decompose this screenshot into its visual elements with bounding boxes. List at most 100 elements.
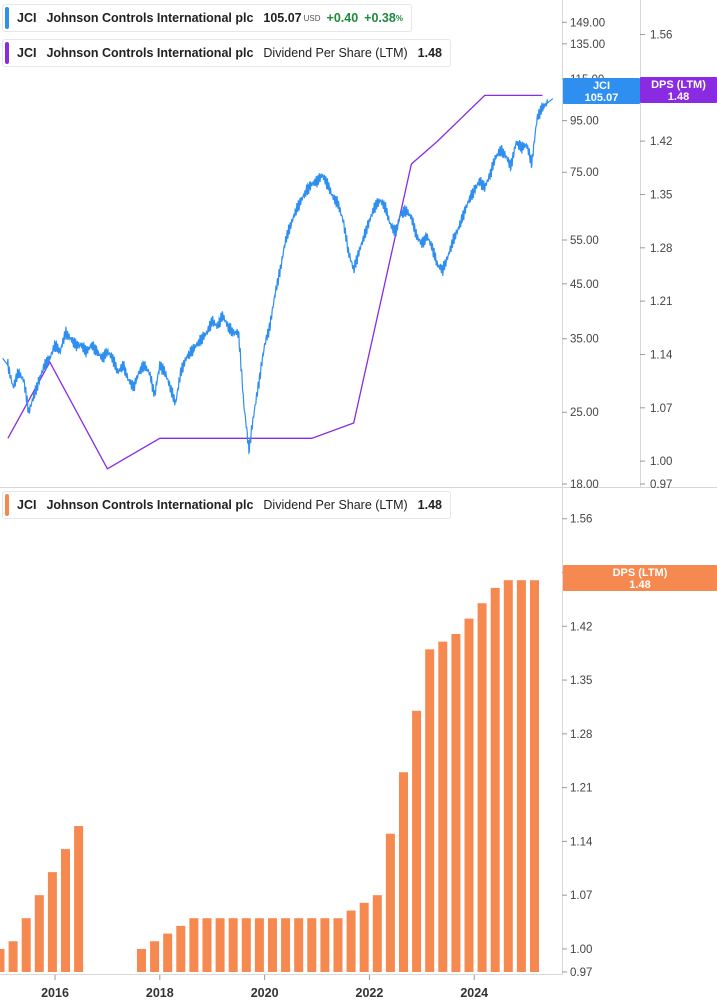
legend-value: 1.48 — [417, 498, 443, 512]
dps-bar — [228, 918, 238, 972]
price-line-series — [2, 98, 554, 455]
legend-indicator: Dividend Per Share (LTM) — [263, 498, 408, 512]
dps-bottom-badge-label: DPS (LTM) — [613, 567, 668, 579]
dps-line-series — [7, 94, 543, 470]
price-badge-value: 105.07 — [585, 92, 619, 104]
dps-top-badge-label: DPS (LTM) — [651, 79, 706, 91]
tick-labels-layer: 18.0025.0035.0045.0055.0075.0095.00115.0… — [41, 17, 673, 1000]
bottom-tick-label: 0.97 — [570, 967, 592, 979]
bottom-tick-label: 1.00 — [570, 944, 592, 956]
dps-bar — [8, 941, 18, 972]
dps-bar — [136, 948, 146, 972]
dps-bar — [438, 641, 448, 972]
dps-bar — [74, 826, 84, 972]
dps-top-legend-swatch — [5, 42, 9, 64]
dps-bar — [307, 918, 317, 972]
dps-tick-label: 1.28 — [650, 243, 672, 255]
dps-bar — [150, 941, 160, 972]
dps-bar — [189, 918, 199, 972]
dps-tick-label: 1.07 — [650, 403, 672, 415]
bottom-tick-label: 1.56 — [570, 514, 592, 526]
dps-bottom-badge-value: 1.48 — [629, 579, 650, 591]
price-tick-label: 135.00 — [570, 39, 605, 51]
dps-bar — [385, 833, 395, 972]
legend-pct-sign: % — [395, 13, 403, 23]
legend-change: +0.40 — [326, 11, 359, 25]
time-tick-label: 2016 — [41, 986, 69, 1000]
dps-bar — [398, 772, 408, 972]
price-tick-label: 55.00 — [570, 235, 599, 247]
bottom-tick-label: 1.14 — [570, 836, 593, 848]
legend-indicator: Dividend Per Share (LTM) — [263, 46, 408, 60]
dps-bar — [61, 849, 71, 972]
axes-layer — [0, 0, 717, 980]
price-tick-label: 95.00 — [570, 116, 599, 128]
time-tick-label: 2022 — [356, 986, 384, 1000]
dps-top-legend: JCI Johnson Controls International plc D… — [2, 39, 452, 67]
dps-top-badge-value: 1.48 — [668, 91, 689, 103]
dps-tick-label: 1.56 — [650, 29, 672, 41]
dps-line — [7, 94, 543, 470]
dps-bar — [294, 918, 304, 972]
dps-bar — [451, 633, 461, 972]
legend-ticker: JCI — [17, 498, 37, 512]
bottom-tick-label: 1.07 — [570, 890, 592, 902]
dps-bar — [333, 918, 343, 972]
dps-bar — [412, 710, 422, 972]
bottom-tick-label: 1.42 — [570, 621, 592, 633]
legend-company-name: Johnson Controls International plc — [46, 11, 254, 25]
dps-bar — [34, 895, 44, 972]
bottom-tick-label: 1.28 — [570, 729, 592, 741]
dps-tick-label: 1.21 — [650, 296, 672, 308]
dps-bar — [281, 918, 291, 972]
legend-ticker: JCI — [17, 11, 37, 25]
legend-company-name: Johnson Controls International plc — [46, 46, 254, 60]
dps-tick-label: 1.42 — [650, 136, 672, 148]
legend-ticker: JCI — [17, 46, 37, 60]
dps-bar — [372, 895, 382, 972]
bar-series — [0, 580, 539, 972]
price-legend-swatch — [5, 7, 9, 29]
legend-price: 105.07 — [263, 11, 302, 25]
dps-bar — [0, 948, 5, 972]
dps-bottom-legend: JCI Johnson Controls International plc D… — [2, 491, 452, 519]
time-tick-label: 2018 — [146, 986, 174, 1000]
price-tick-label: 18.00 — [570, 479, 599, 491]
time-tick-label: 2024 — [460, 986, 488, 1000]
price-tick-label: 45.00 — [570, 279, 599, 291]
legend-company-name: Johnson Controls International plc — [46, 498, 254, 512]
dps-bottom-legend-swatch — [5, 494, 9, 516]
dps-tick-label: 1.14 — [650, 349, 673, 361]
price-line — [2, 98, 554, 455]
legend-change-pct: +0.38 — [364, 11, 396, 25]
dps-bar — [490, 587, 500, 972]
dps-bar — [320, 918, 330, 972]
dps-bar — [359, 902, 369, 972]
dps-bar — [425, 649, 435, 972]
price-tick-label: 25.00 — [570, 407, 599, 419]
dps-bar — [267, 918, 277, 972]
dps-bar — [516, 580, 526, 972]
dps-bottom-badge-bg — [563, 565, 717, 591]
dps-bar — [47, 872, 57, 972]
dps-bar — [503, 580, 513, 972]
price-tick-label: 149.00 — [570, 17, 605, 29]
legend-currency: USD — [303, 13, 321, 23]
dps-bar — [176, 925, 186, 972]
price-badge-bg — [563, 78, 640, 104]
dps-bar — [254, 918, 264, 972]
price-badge-label: JCI — [593, 80, 610, 92]
dps-bar — [215, 918, 225, 972]
dps-bar — [21, 918, 31, 972]
bottom-tick-label: 1.35 — [570, 675, 592, 687]
dps-bar — [477, 603, 487, 972]
dps-top-badge-bg — [640, 77, 717, 103]
legend-value: 1.48 — [417, 46, 443, 60]
bottom-tick-label: 1.21 — [570, 783, 592, 795]
dps-bar — [241, 918, 251, 972]
time-tick-label: 2020 — [251, 986, 279, 1000]
dps-bar — [464, 618, 474, 972]
price-tick-label: 35.00 — [570, 334, 599, 346]
